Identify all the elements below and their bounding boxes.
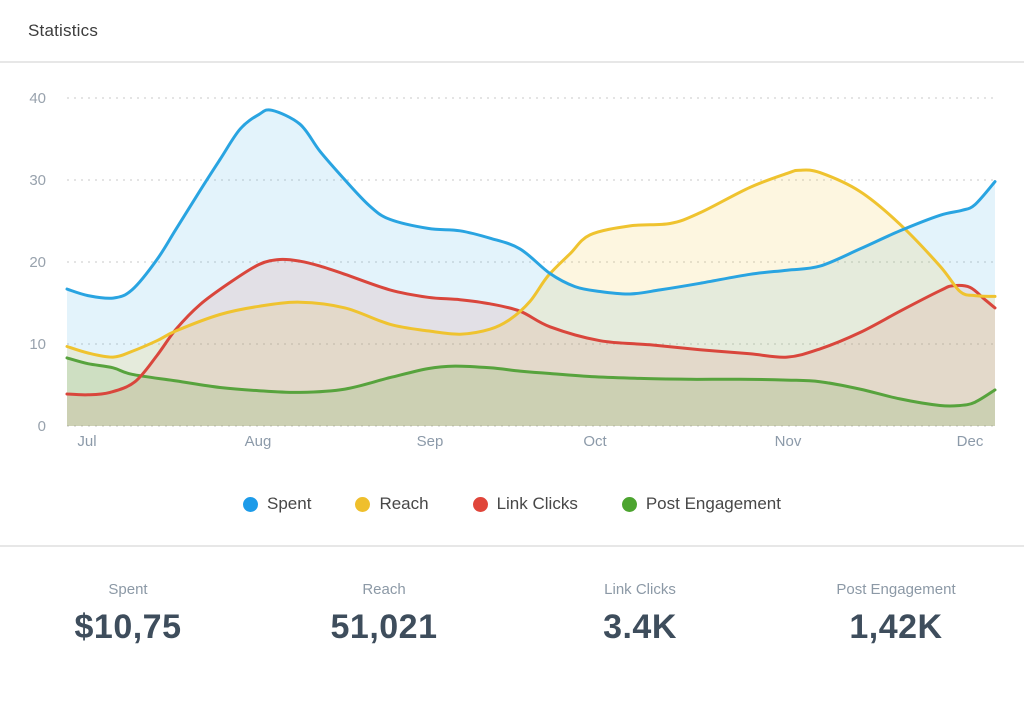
stat-value: $10,75 xyxy=(74,608,182,646)
legend-item-reach[interactable]: Reach xyxy=(355,494,429,514)
chart-area: 0 10 20 30 40 Jul Aug Sep Oct Nov Dec xyxy=(0,63,1024,463)
stat-link-clicks: Link Clicks 3.4K xyxy=(512,547,768,701)
legend-dot-spent xyxy=(243,496,258,512)
stat-value: 51,021 xyxy=(330,608,438,646)
legend-item-link-clicks[interactable]: Link Clicks xyxy=(472,494,578,514)
legend-label-post-engagement: Post Engagement xyxy=(645,494,781,513)
x-axis-label-aug: Aug xyxy=(245,433,272,450)
line-area-chart[interactable]: 0 10 20 30 40 Jul Aug Sep Oct Nov Dec xyxy=(0,63,1024,463)
series-area-post-engagement xyxy=(67,357,995,426)
legend-label-spent: Spent xyxy=(267,494,312,513)
y-axis-tick-30: 30 xyxy=(29,172,46,189)
series-line-spent[interactable] xyxy=(65,108,997,300)
series-line-link-clicks[interactable] xyxy=(65,257,997,397)
legend-label-link-clicks: Link Clicks xyxy=(496,494,578,513)
legend-dot-link-clicks xyxy=(472,496,488,512)
stat-label: Reach xyxy=(362,581,406,598)
stat-post-engagement: Post Engagement 1,42K xyxy=(768,547,1024,701)
y-axis-tick-10: 10 xyxy=(29,336,46,353)
chart-legend: Spent Reach Link Clicks Post Engagement xyxy=(0,463,1024,545)
legend-label-reach: Reach xyxy=(379,494,429,513)
series-area-reach xyxy=(67,169,995,426)
legend-dot-post-engagement xyxy=(621,496,637,512)
card-header: Statistics xyxy=(0,0,1024,63)
page-title: Statistics xyxy=(28,20,99,40)
x-axis-label-oct: Oct xyxy=(583,433,607,450)
legend-item-post-engagement[interactable]: Post Engagement xyxy=(621,494,781,514)
stat-label: Link Clicks xyxy=(604,581,676,598)
y-axis-tick-20: 20 xyxy=(29,254,46,271)
x-axis-label-nov: Nov xyxy=(775,433,802,450)
y-axis-tick-40: 40 xyxy=(29,90,46,107)
stat-label: Post Engagement xyxy=(836,581,956,598)
legend-item-spent[interactable]: Spent xyxy=(243,494,311,514)
x-axis-label-sep: Sep xyxy=(417,433,444,450)
series-area-spent xyxy=(67,109,995,427)
summary-stats: Spent $10,75 Reach 51,021 Link Clicks 3.… xyxy=(0,545,1024,701)
series-line-post-engagement[interactable] xyxy=(65,356,997,408)
x-axis-label-dec: Dec xyxy=(957,433,984,450)
stat-value: 1,42K xyxy=(849,608,943,646)
series-line-reach[interactable] xyxy=(65,168,997,359)
stat-reach: Reach 51,021 xyxy=(256,547,512,701)
stat-spent: Spent $10,75 xyxy=(0,547,256,701)
x-axis-label-jul: Jul xyxy=(77,433,96,450)
stat-label: Spent xyxy=(108,581,148,598)
legend-dot-reach xyxy=(355,496,371,512)
stat-value: 3.4K xyxy=(603,608,677,646)
y-axis-tick-0: 0 xyxy=(38,418,46,435)
